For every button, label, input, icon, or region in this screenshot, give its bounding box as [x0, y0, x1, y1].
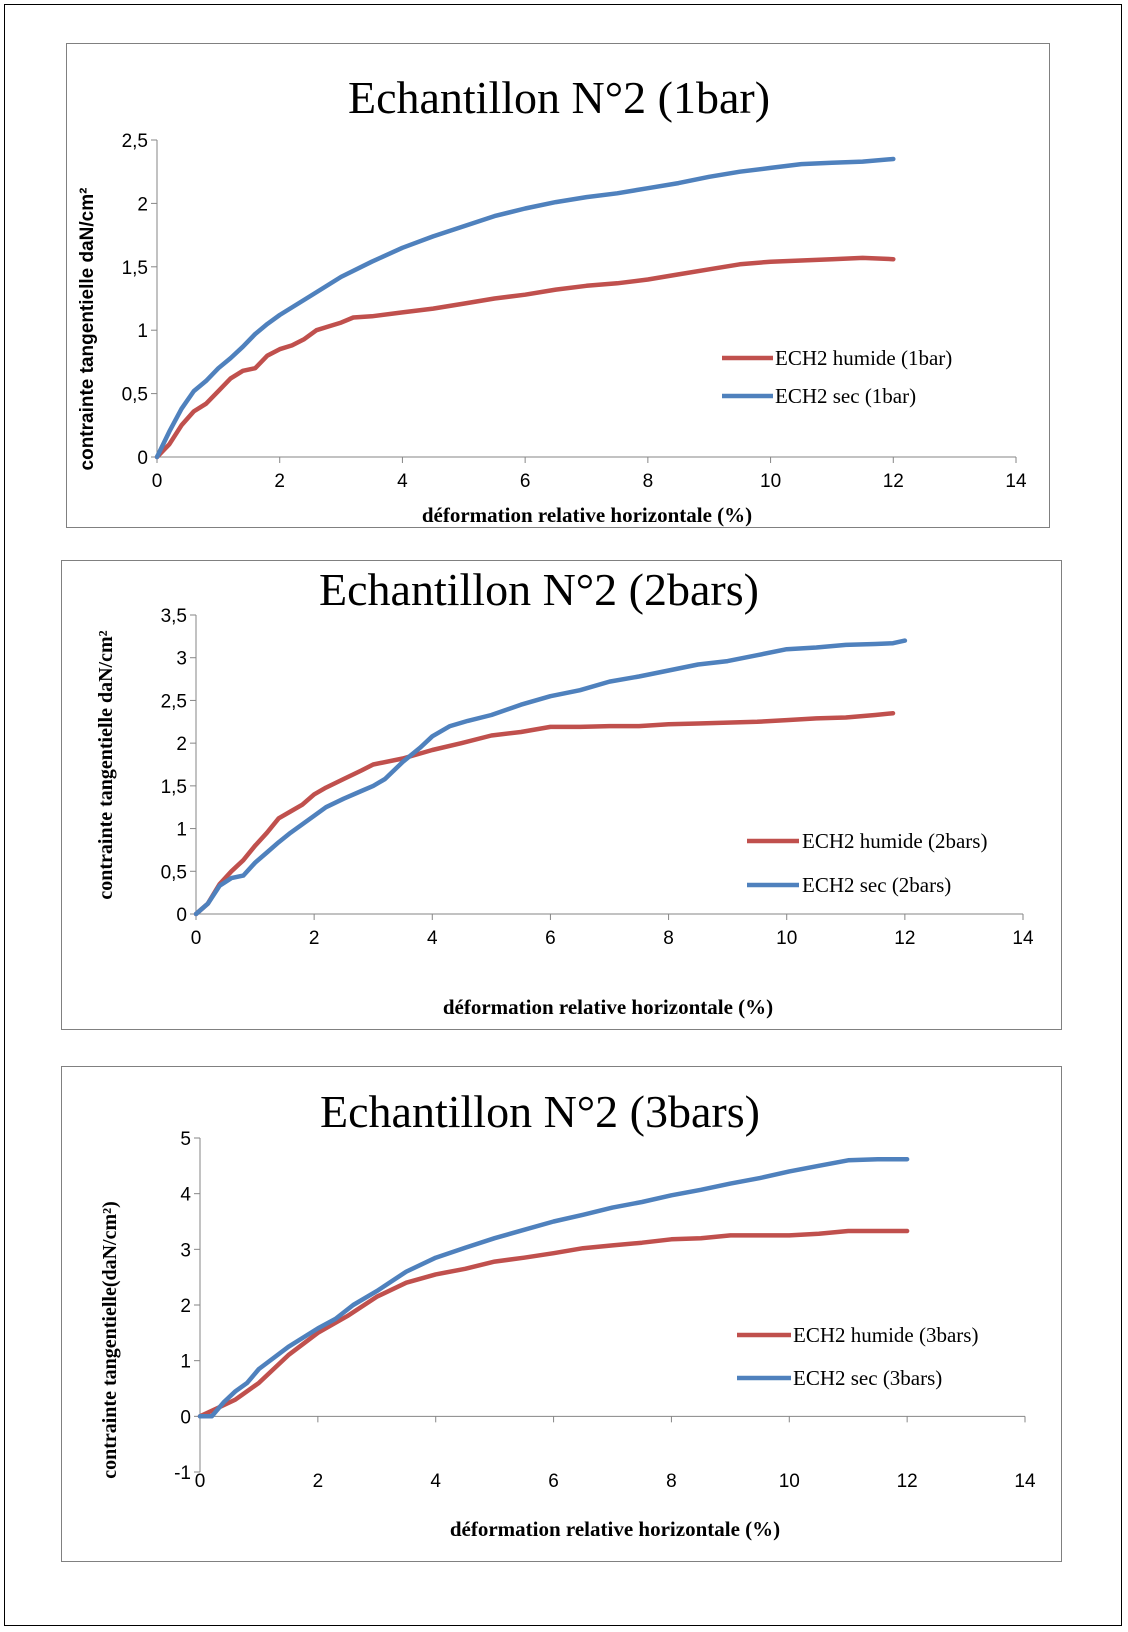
legend-label-humide: ECH2 humide (2bars)	[802, 829, 987, 853]
x-axis-label: déformation relative horizontale (%)	[422, 503, 752, 527]
y-tick-label: 5	[180, 1129, 191, 1150]
chart-title: Echantillon N°2 (2bars)	[319, 564, 759, 615]
page-frame	[4, 4, 1122, 1626]
y-tick-label: 0	[137, 448, 148, 469]
x-tick-label: 2	[309, 928, 320, 949]
y-tick-label: 1,5	[161, 777, 187, 798]
x-tick-label: 8	[643, 471, 654, 492]
x-tick-label: 12	[883, 471, 904, 492]
x-axis-label: déformation relative horizontale (%)	[443, 995, 773, 1019]
x-tick-label: 8	[663, 928, 674, 949]
y-tick-label: 2,5	[122, 131, 148, 152]
y-axis-label: contrainte tangentielle daN/cm²	[77, 188, 98, 471]
series-line-humide	[197, 1228, 910, 1419]
x-tick-label: 6	[520, 471, 531, 492]
x-tick-label: 8	[666, 1471, 677, 1492]
y-tick-label: 0,5	[122, 385, 148, 406]
series-line-humide	[193, 710, 896, 917]
y-tick-label: 1	[137, 321, 148, 342]
x-tick-label: 4	[427, 928, 438, 949]
x-tick-label: 0	[195, 1471, 206, 1492]
chart-title: Echantillon N°2 (3bars)	[320, 1086, 760, 1137]
x-tick-label: 4	[397, 471, 408, 492]
y-axis-label: contrainte tangentielle(daN/cm²)	[99, 1201, 121, 1479]
y-axis-label: contrainte tangentielle daN/cm²	[95, 630, 117, 899]
series-line-humide	[154, 255, 896, 460]
y-tick-label: 3	[180, 1240, 191, 1261]
x-tick-label: 10	[760, 471, 781, 492]
y-tick-label: 1	[180, 1352, 191, 1373]
y-tick-label: -1	[174, 1463, 191, 1484]
legend-label-sec: ECH2 sec (1bar)	[775, 384, 916, 408]
x-tick-label: 6	[545, 928, 556, 949]
y-tick-label: 3,5	[161, 606, 187, 627]
y-tick-label: 4	[180, 1185, 191, 1206]
y-tick-label: 1,5	[122, 258, 148, 279]
series-line-sec	[197, 1156, 910, 1419]
x-tick-label: 10	[779, 1471, 800, 1492]
x-tick-label: 14	[1014, 1471, 1036, 1492]
x-tick-label: 0	[152, 471, 163, 492]
y-tick-label: 0,5	[161, 862, 187, 883]
chart-panel-1bar: Echantillon N°2 (1bar) 0 0,5 1 1,5 2 2,5 0 2 4 6 8 1…	[66, 43, 1050, 528]
x-tick-label: 2	[313, 1471, 324, 1492]
x-tick-label: 4	[430, 1471, 441, 1492]
chart-2bars: Echantillon N°2 (2bars) 0 0,5 1 1,5 2 2,5 3 3,5 0…	[95, 564, 1034, 1019]
y-tick-label: 2	[137, 194, 148, 215]
legend-label-sec: ECH2 sec (2bars)	[802, 873, 951, 897]
x-tick-label: 10	[776, 928, 797, 949]
y-tick-label: 1	[176, 820, 187, 841]
x-tick-label: 6	[548, 1471, 559, 1492]
chart-panel-2bars: Echantillon N°2 (2bars) 0 0,5 1 1,5 2 2,5 3 3,5 0…	[61, 560, 1062, 1030]
y-tick-label: 3	[176, 649, 187, 670]
x-tick-label: 12	[894, 928, 915, 949]
x-tick-label: 12	[897, 1471, 918, 1492]
chart-panel-3bars: Echantillon N°2 (3bars) -1 0 1 2 3 4 5 0 2 4 6 8 10 12…	[61, 1066, 1062, 1562]
x-tick-label: 0	[191, 928, 202, 949]
series-line-sec	[193, 638, 908, 917]
y-tick-label: 2	[180, 1296, 191, 1317]
legend-label-sec: ECH2 sec (3bars)	[793, 1366, 942, 1390]
x-axis-label: déformation relative horizontale (%)	[450, 1517, 780, 1541]
x-tick-label: 2	[274, 471, 285, 492]
chart-title: Echantillon N°2 (1bar)	[348, 72, 770, 123]
chart-1bar: Echantillon N°2 (1bar) 0 0,5 1 1,5 2 2,5 0 2 4 6 8 1…	[77, 72, 1027, 527]
y-tick-label: 2	[176, 734, 187, 755]
x-tick-label: 14	[1012, 928, 1034, 949]
series-line-sec	[154, 156, 896, 460]
y-tick-label: 2,5	[161, 691, 187, 712]
legend-label-humide: ECH2 humide (1bar)	[775, 346, 952, 370]
y-tick-label: 0	[180, 1407, 191, 1428]
x-tick-label: 14	[1005, 471, 1027, 492]
legend-label-humide: ECH2 humide (3bars)	[793, 1323, 978, 1347]
y-tick-label: 0	[176, 905, 187, 926]
